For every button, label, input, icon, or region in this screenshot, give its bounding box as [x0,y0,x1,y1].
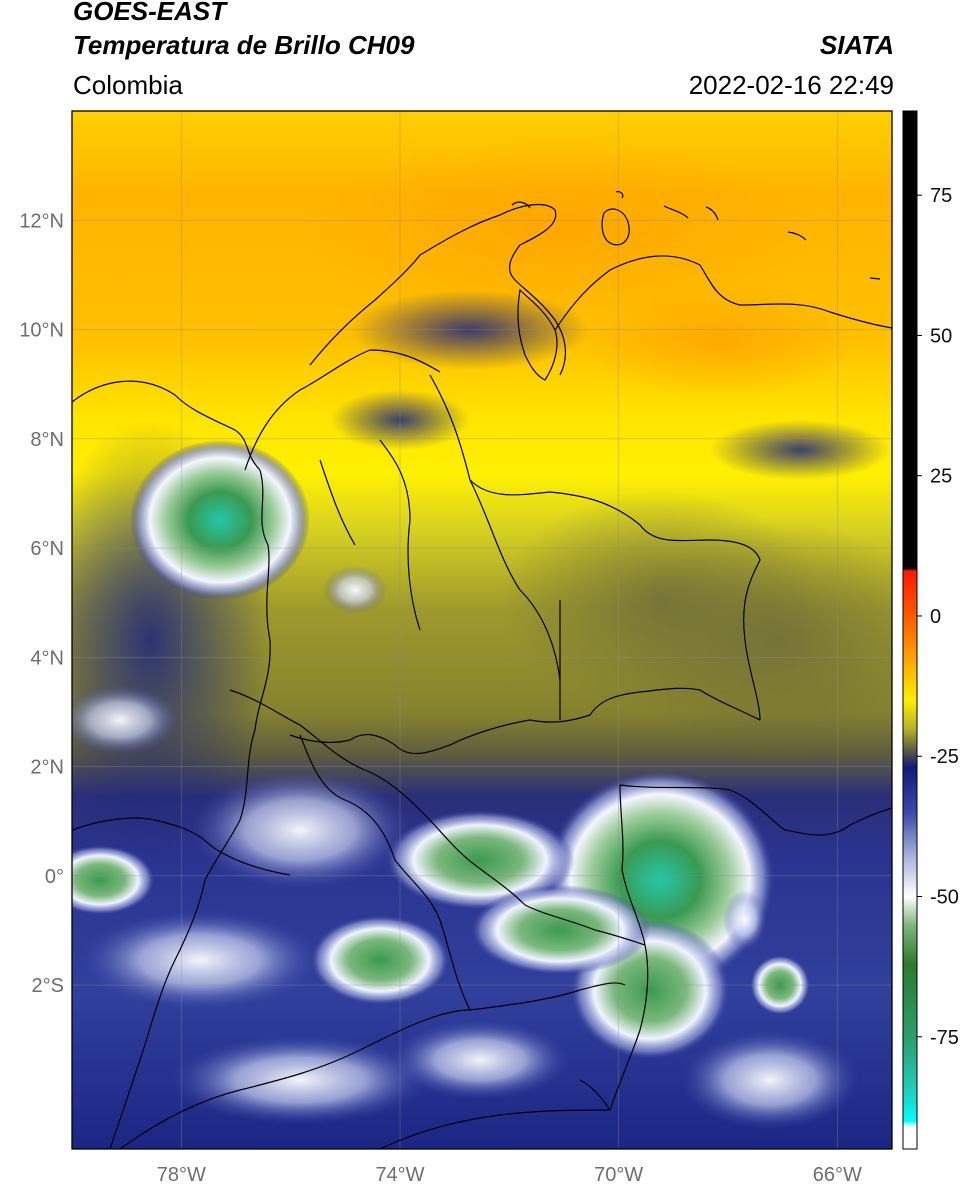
timestamp-label: 2022-02-16 22:49 [688,70,894,100]
agency-label: SIATA [819,30,894,60]
lon-tick-label: 66°W [813,1164,862,1186]
lon-tick-label: 74°W [375,1164,424,1186]
product-title: Temperatura de Brillo CH09 [73,30,415,60]
lat-tick-label: 12°N [19,210,64,232]
colorbar-tick-label: -75 [930,1027,959,1049]
lon-tick-label: 70°W [594,1164,643,1186]
lat-tick-label: 4°N [30,647,64,669]
colorbar-tick-label: -25 [930,746,959,768]
region-label: Colombia [73,70,183,100]
lat-tick-label: 0° [45,866,64,888]
colorbar-tick-label: 50 [930,325,952,347]
colorbar-tick-label: 75 [930,185,952,207]
lat-tick-label: 8°N [30,429,64,451]
satellite-title: GOES-EAST [73,0,227,26]
lat-tick-label: 6°N [30,538,64,560]
lat-tick-label: 2°S [32,975,64,997]
colorbar-tick-label: 0 [930,606,941,628]
colorbar-tick-label: -50 [930,887,959,909]
lat-tick-label: 10°N [19,320,64,342]
colorbar-tick-label: 25 [930,466,952,488]
map-frame [71,110,893,1150]
longitude-axis: 78°W 74°W 70°W 66°W [157,1164,862,1186]
colorbar-ramp [902,110,918,1150]
colorbar: 75 50 25 0 -25 -50 -75 [902,110,959,1150]
lon-tick-label: 78°W [157,1164,206,1186]
coastlines-and-borders [72,190,892,1149]
imagery-layer [72,111,892,1149]
latitude-axis: 12°N 10°N 8°N 6°N 4°N 2°N 0° 2°S [19,210,64,997]
lat-tick-label: 2°N [30,757,64,779]
gridlines [72,111,892,1149]
